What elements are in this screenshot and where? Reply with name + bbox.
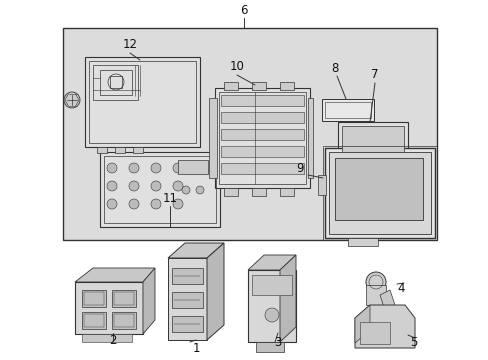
- Circle shape: [107, 181, 117, 191]
- Circle shape: [151, 181, 161, 191]
- Polygon shape: [168, 258, 206, 340]
- Bar: [215, 88, 309, 188]
- Bar: [110, 76, 122, 88]
- Bar: [97, 147, 107, 153]
- Bar: [133, 147, 142, 153]
- Circle shape: [182, 186, 190, 194]
- Bar: [172, 292, 203, 308]
- Bar: [280, 188, 293, 196]
- Bar: [365, 285, 385, 305]
- Bar: [251, 188, 265, 196]
- Text: 9: 9: [296, 162, 303, 175]
- Text: 12: 12: [122, 39, 137, 51]
- Bar: [178, 160, 207, 174]
- Circle shape: [173, 199, 183, 209]
- Polygon shape: [354, 305, 369, 343]
- Bar: [325, 102, 370, 118]
- Bar: [251, 275, 291, 295]
- Text: 7: 7: [370, 68, 378, 81]
- Bar: [256, 342, 284, 352]
- Bar: [100, 70, 132, 95]
- Circle shape: [129, 181, 139, 191]
- Bar: [325, 148, 434, 238]
- Bar: [112, 290, 136, 307]
- Bar: [63, 28, 436, 240]
- Bar: [221, 95, 304, 106]
- Polygon shape: [247, 255, 295, 270]
- Circle shape: [173, 181, 183, 191]
- Bar: [221, 129, 304, 140]
- Circle shape: [129, 199, 139, 209]
- Text: 8: 8: [331, 62, 338, 75]
- Polygon shape: [379, 290, 394, 310]
- Bar: [280, 82, 293, 90]
- Bar: [307, 98, 312, 178]
- Text: 4: 4: [396, 282, 404, 294]
- Bar: [224, 188, 238, 196]
- Circle shape: [64, 92, 80, 108]
- Bar: [82, 334, 132, 342]
- Polygon shape: [280, 255, 295, 342]
- Bar: [219, 92, 305, 184]
- Bar: [341, 126, 403, 160]
- Circle shape: [151, 199, 161, 209]
- Bar: [112, 312, 136, 329]
- Bar: [224, 82, 238, 90]
- Circle shape: [264, 308, 279, 322]
- Circle shape: [107, 199, 117, 209]
- Text: 3: 3: [274, 336, 281, 348]
- Bar: [115, 147, 125, 153]
- Bar: [93, 65, 138, 100]
- Bar: [251, 82, 265, 90]
- Bar: [359, 322, 389, 344]
- Text: 1: 1: [192, 342, 199, 355]
- Text: 5: 5: [409, 337, 417, 350]
- Bar: [221, 163, 304, 174]
- Polygon shape: [354, 305, 414, 348]
- Bar: [84, 314, 104, 327]
- Circle shape: [196, 186, 203, 194]
- Bar: [347, 238, 377, 246]
- Bar: [75, 282, 142, 334]
- Polygon shape: [168, 243, 224, 258]
- Bar: [334, 158, 422, 220]
- Circle shape: [173, 163, 183, 173]
- Bar: [172, 268, 203, 284]
- Circle shape: [129, 163, 139, 173]
- Bar: [208, 98, 217, 178]
- Bar: [114, 292, 134, 305]
- Bar: [221, 146, 304, 157]
- Bar: [82, 312, 106, 329]
- Bar: [221, 112, 304, 123]
- Polygon shape: [206, 243, 224, 340]
- Bar: [89, 61, 196, 143]
- Text: 10: 10: [229, 60, 244, 73]
- Text: 11: 11: [162, 192, 177, 204]
- Text: 2: 2: [109, 333, 117, 346]
- Bar: [337, 122, 407, 164]
- Text: 6: 6: [240, 4, 247, 17]
- Polygon shape: [142, 268, 155, 334]
- Bar: [104, 156, 216, 223]
- Bar: [321, 99, 373, 121]
- Circle shape: [107, 163, 117, 173]
- Bar: [172, 316, 203, 332]
- Bar: [247, 270, 295, 342]
- Circle shape: [365, 272, 385, 292]
- Bar: [100, 152, 220, 227]
- Bar: [85, 57, 200, 147]
- Bar: [328, 152, 430, 234]
- Circle shape: [151, 163, 161, 173]
- Bar: [82, 290, 106, 307]
- Bar: [84, 292, 104, 305]
- Bar: [323, 146, 436, 240]
- Polygon shape: [75, 268, 155, 282]
- Bar: [114, 314, 134, 327]
- Bar: [317, 175, 325, 195]
